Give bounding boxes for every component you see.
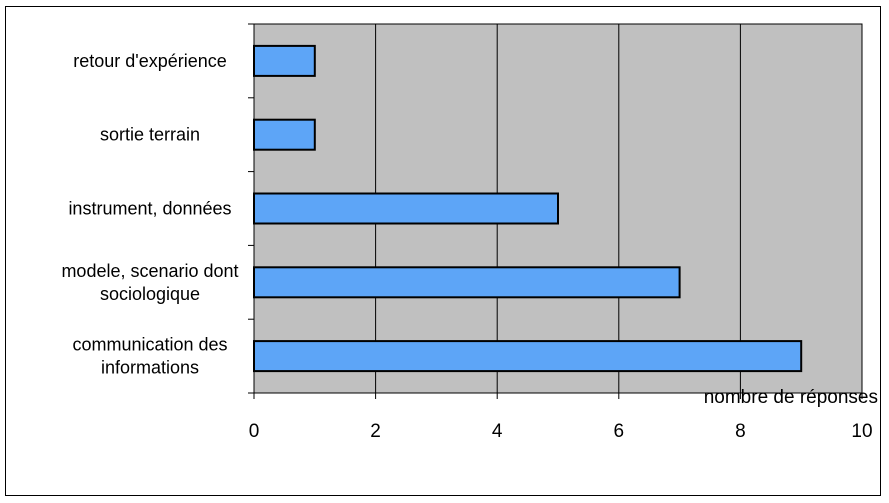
- bar: [253, 266, 681, 299]
- x-tick-label: 8: [735, 421, 746, 442]
- x-tick-labels: 0 2 4 6 8 10: [249, 421, 873, 442]
- bar: [253, 340, 803, 373]
- axes: [248, 23, 863, 399]
- x-axis-title: nombre de réponses: [704, 387, 878, 408]
- category-labels: retour d'expérience sortie terrain instrum…: [61, 51, 238, 378]
- category-label: informations: [101, 358, 199, 378]
- x-tick-label: 2: [370, 421, 381, 442]
- x-tick-label: 0: [249, 421, 260, 442]
- category-label: sortie terrain: [100, 125, 200, 145]
- category-label: communication des: [72, 335, 227, 355]
- category-label: modele, scenario dont: [61, 261, 238, 281]
- x-tick-label: 6: [614, 421, 625, 442]
- bar: [253, 192, 559, 225]
- category-label: sociologique: [100, 284, 200, 304]
- x-tick-label: 4: [492, 421, 503, 442]
- category-label: retour d'expérience: [73, 51, 227, 71]
- bar: [253, 44, 316, 77]
- bar: [253, 118, 316, 151]
- x-tick-label: 10: [851, 421, 872, 442]
- category-label: instrument, données: [68, 199, 231, 219]
